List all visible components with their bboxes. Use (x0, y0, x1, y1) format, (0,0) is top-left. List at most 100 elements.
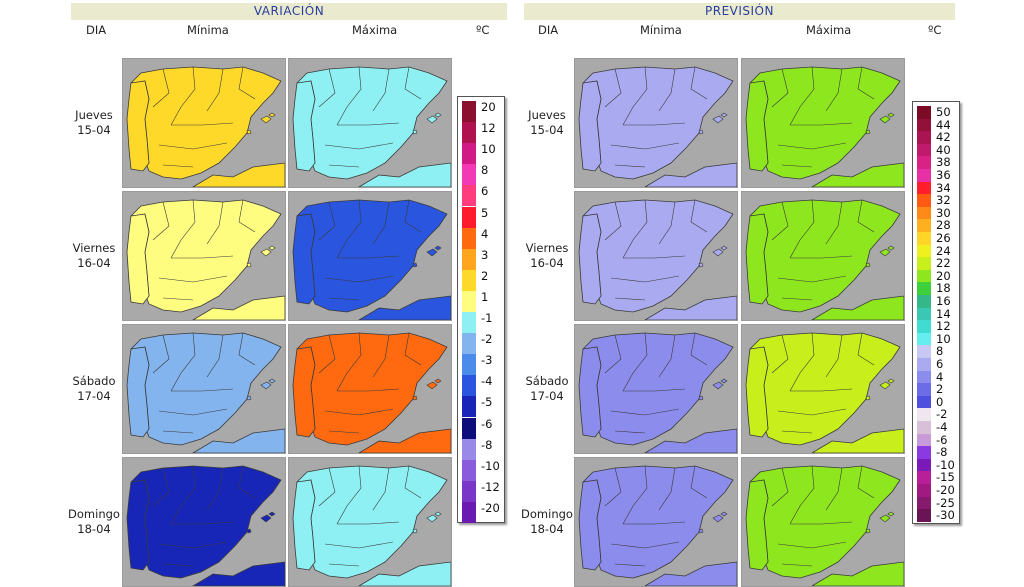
legend-swatch (917, 370, 931, 384)
balearic-island (434, 378, 442, 384)
map-svg (575, 192, 737, 320)
province-border (658, 334, 676, 378)
province-border (596, 213, 602, 297)
legend-label: 44 (936, 117, 951, 132)
balearic-island (887, 511, 895, 517)
province-border (623, 122, 686, 126)
province-border (152, 467, 170, 507)
province-border (604, 68, 622, 108)
africa-land (811, 428, 904, 453)
africa-land (644, 295, 737, 320)
legend-swatch (917, 219, 931, 233)
province-border (404, 66, 422, 100)
province-border (622, 199, 648, 259)
legend-entry: 8 (917, 345, 943, 359)
balearic-island (879, 115, 891, 124)
legend-entry: -2 (462, 333, 492, 355)
balearic-island (879, 514, 891, 523)
legend-entry: -20 (462, 500, 500, 523)
legend-label: 30 (936, 205, 951, 220)
legend-label: 20 (481, 100, 496, 114)
legend-swatch (917, 282, 931, 296)
province-border (372, 68, 390, 112)
variation-col-unit: ºC (476, 23, 490, 37)
province-border (690, 332, 708, 366)
map-svg (289, 59, 451, 187)
legend-swatch (917, 181, 931, 195)
forecast-col-unit: ºC (928, 23, 942, 37)
province-border (781, 297, 813, 301)
legend-entry: 20 (462, 101, 496, 122)
legend-label: -20 (481, 500, 500, 515)
legend-swatch (462, 354, 476, 376)
balearic-island (246, 528, 252, 534)
forecast-min-map-sabado (574, 324, 738, 454)
province-border (781, 430, 813, 434)
legend-swatch (917, 471, 931, 485)
legend-swatch (917, 484, 931, 497)
balearic-island (246, 129, 252, 135)
province-border (763, 80, 769, 164)
legend-swatch (462, 459, 476, 481)
legend-swatch (917, 118, 931, 132)
legend-swatch (462, 375, 476, 397)
province-border (610, 408, 680, 416)
province-border (158, 408, 228, 416)
legend-entry: -2 (917, 408, 947, 422)
legend-entry: 6 (462, 184, 489, 207)
legend-label: -15 (936, 470, 955, 485)
legend-swatch (462, 269, 476, 291)
variation-row-label-viernes: Viernes 16-04 (72, 241, 116, 270)
province-border (170, 199, 196, 259)
legend-swatch (917, 295, 931, 308)
map-svg (575, 59, 737, 187)
province-border (604, 201, 622, 241)
legend-swatch (917, 509, 931, 523)
legend-label: -6 (481, 416, 493, 431)
legend-entry: 2 (462, 268, 489, 291)
forecast-max-map-sabado (741, 324, 905, 454)
balearic-island (879, 381, 891, 390)
legend-swatch (917, 194, 931, 208)
legend-swatch (917, 345, 931, 359)
province-border (162, 164, 194, 168)
legend-label: 2 (481, 268, 489, 283)
variation-min-map-jueves (122, 58, 286, 188)
forecast-col-max: Máxima (806, 23, 852, 37)
province-border (623, 521, 686, 525)
africa-land (358, 428, 451, 453)
province-border (825, 334, 843, 378)
province-border (171, 388, 234, 392)
map-svg (742, 325, 904, 453)
legend-swatch (462, 164, 476, 186)
legend-swatch (462, 480, 476, 502)
balearic-island (887, 245, 895, 251)
legend-entry: 22 (917, 257, 951, 271)
legend-label: 6 (481, 184, 489, 199)
forecast-max-map-domingo (741, 457, 905, 587)
balearic-island (246, 262, 252, 268)
balearic-island (887, 378, 895, 384)
africa-land (192, 162, 285, 187)
province-border (171, 255, 234, 259)
legend-entry: 36 (917, 169, 951, 182)
province-border (162, 430, 194, 434)
province-border (206, 467, 224, 511)
legend-label: -20 (936, 483, 955, 497)
africa-land (192, 428, 285, 453)
africa-land (811, 162, 904, 187)
legend-label: -8 (936, 445, 948, 460)
balearic-island (879, 248, 891, 257)
province-border (336, 66, 362, 126)
province-border (337, 255, 400, 259)
province-border (781, 563, 813, 567)
map-svg (742, 59, 904, 187)
forecast-row-label-viernes: Viernes 16-04 (525, 241, 569, 270)
variation-col-min: Mínima (187, 23, 229, 37)
province-border (857, 199, 875, 233)
province-border (790, 122, 853, 126)
variation-max-map-domingo (288, 457, 452, 587)
legend-entry: -8 (917, 445, 948, 460)
province-border (324, 541, 394, 549)
balearic-island (268, 112, 276, 118)
